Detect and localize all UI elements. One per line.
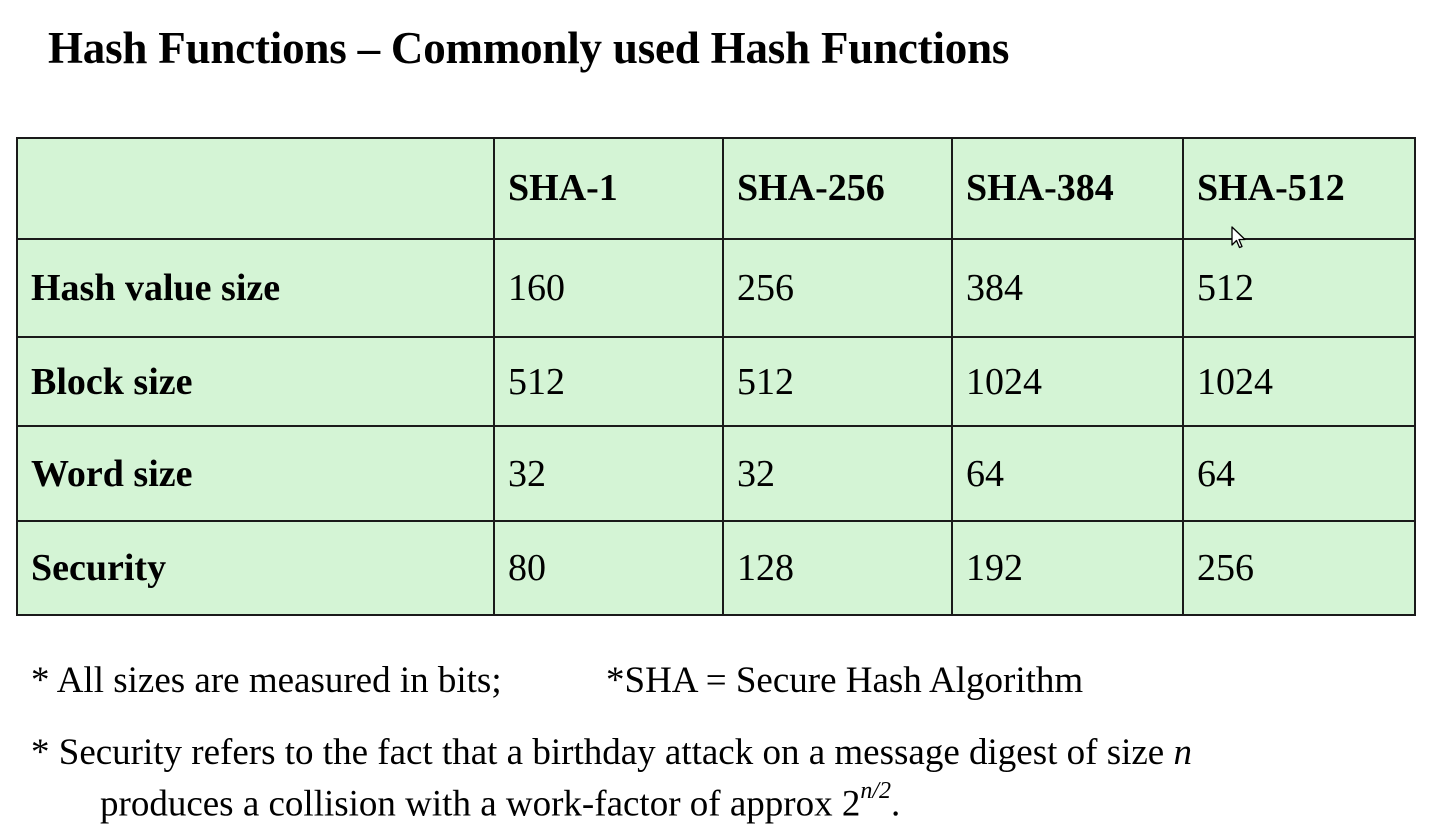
table-cell: 64 <box>1182 425 1416 522</box>
table-cell: 160 <box>493 238 724 338</box>
table-cell: 80 <box>493 520 724 616</box>
table-cell: 256 <box>722 238 953 338</box>
table-row: Security 80 128 192 256 <box>16 520 1416 616</box>
note-sha-definition: *SHA = Secure Hash Algorithm <box>606 660 1084 701</box>
table-cell: 512 <box>722 336 953 427</box>
note-security-end: . <box>891 783 901 825</box>
note-security-text: * Security refers to the fact that a bir… <box>31 732 1165 773</box>
table-row: Block size 512 512 1024 1024 <box>16 336 1416 427</box>
table-cell: 32 <box>493 425 724 522</box>
table-cell: 1024 <box>951 336 1184 427</box>
mouse-pointer-icon <box>1231 226 1246 249</box>
header-cell-empty <box>16 137 495 240</box>
table-cell: 512 <box>493 336 724 427</box>
row-label: Hash value size <box>16 238 495 338</box>
note-security-text-2: produces a collision with a work-factor … <box>100 783 861 825</box>
table-cell: 192 <box>951 520 1184 616</box>
note-sizes: * All sizes are measured in bits; <box>31 660 502 701</box>
table-header-row: SHA-1 SHA-256 SHA-384 SHA-512 <box>16 137 1416 240</box>
note-security-line-2: produces a collision with a work-factor … <box>100 779 901 825</box>
header-cell-sha-1: SHA-1 <box>493 137 724 240</box>
note-security-variable: n <box>1173 732 1192 773</box>
header-cell-sha-256: SHA-256 <box>722 137 953 240</box>
header-cell-sha-512: SHA-512 <box>1182 137 1416 240</box>
table-cell: 1024 <box>1182 336 1416 427</box>
note-security-line-1: * Security refers to the fact that a bir… <box>31 734 1192 771</box>
table-cell: 384 <box>951 238 1184 338</box>
table-row: Hash value size 160 256 384 512 <box>16 238 1416 338</box>
slide-title: Hash Functions – Commonly used Hash Func… <box>48 23 1010 73</box>
table-row: Word size 32 32 64 64 <box>16 425 1416 522</box>
table-cell: 32 <box>722 425 953 522</box>
row-label: Block size <box>16 336 495 427</box>
row-label: Word size <box>16 425 495 522</box>
row-label: Security <box>16 520 495 616</box>
note-security-exponent: n/2 <box>860 778 891 804</box>
table-cell: 256 <box>1182 520 1416 616</box>
table-cell: 128 <box>722 520 953 616</box>
header-cell-sha-384: SHA-384 <box>951 137 1184 240</box>
table-cell: 64 <box>951 425 1184 522</box>
table-cell: 512 <box>1182 238 1416 338</box>
hash-functions-table: SHA-1 SHA-256 SHA-384 SHA-512 Hash value… <box>16 137 1416 616</box>
